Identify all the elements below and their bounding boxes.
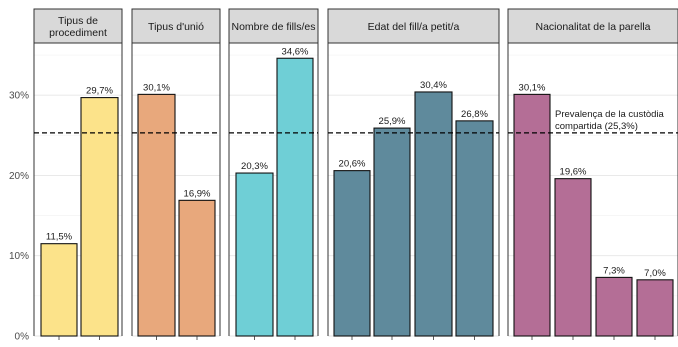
y-tick-label: 20%	[9, 171, 29, 182]
bar-value-label: 29,7%	[86, 86, 113, 97]
bar	[235, 172, 274, 337]
bar-value-label: 30,1%	[143, 82, 170, 93]
bar	[40, 243, 78, 337]
bar	[513, 93, 551, 337]
bar	[636, 279, 674, 337]
facet-title: Nacionalitat de la parella	[536, 21, 651, 33]
facet-strip	[507, 8, 678, 44]
bar-value-label: 16,9%	[184, 188, 211, 199]
reference-label: Prevalença de la custòdia	[555, 109, 665, 120]
bar	[178, 199, 216, 337]
facet-title: Tipus de	[58, 15, 98, 27]
bar-value-label: 30,4%	[420, 80, 447, 91]
bar	[414, 91, 453, 337]
facet-strip	[33, 8, 123, 44]
bar-value-label: 7,0%	[644, 268, 666, 279]
facet-title: Tipus d'unió	[148, 21, 204, 33]
bar-value-label: 34,6%	[282, 46, 309, 57]
bar-value-label: 26,8%	[461, 109, 488, 120]
bar-value-label: 19,6%	[560, 167, 587, 178]
facet-title: Nombre de fills/es	[231, 21, 315, 33]
bar	[455, 120, 494, 337]
facet-strip	[228, 8, 319, 44]
facet-title: procediment	[49, 27, 107, 39]
bar	[373, 127, 411, 337]
y-tick-label: 10%	[9, 251, 29, 262]
facet-strip	[327, 8, 500, 44]
bar-value-label: 25,9%	[379, 116, 406, 127]
bar-value-label: 20,6%	[339, 159, 366, 170]
reference-label: compartida (25,3%)	[555, 121, 638, 132]
bar-value-label: 7,3%	[603, 265, 625, 276]
facet-title: Edat del fill/a petit/a	[368, 21, 460, 33]
bar	[276, 57, 314, 337]
bar	[595, 276, 633, 337]
bar	[333, 170, 371, 337]
bar-value-label: 20,3%	[241, 161, 268, 172]
facet-strip	[131, 8, 221, 44]
y-tick-label: 0%	[15, 332, 30, 343]
y-tick-label: 30%	[9, 91, 29, 102]
bar	[137, 93, 176, 337]
bar-value-label: 11,5%	[46, 232, 73, 243]
bar-value-label: 30,1%	[519, 82, 546, 93]
bar	[554, 178, 592, 337]
